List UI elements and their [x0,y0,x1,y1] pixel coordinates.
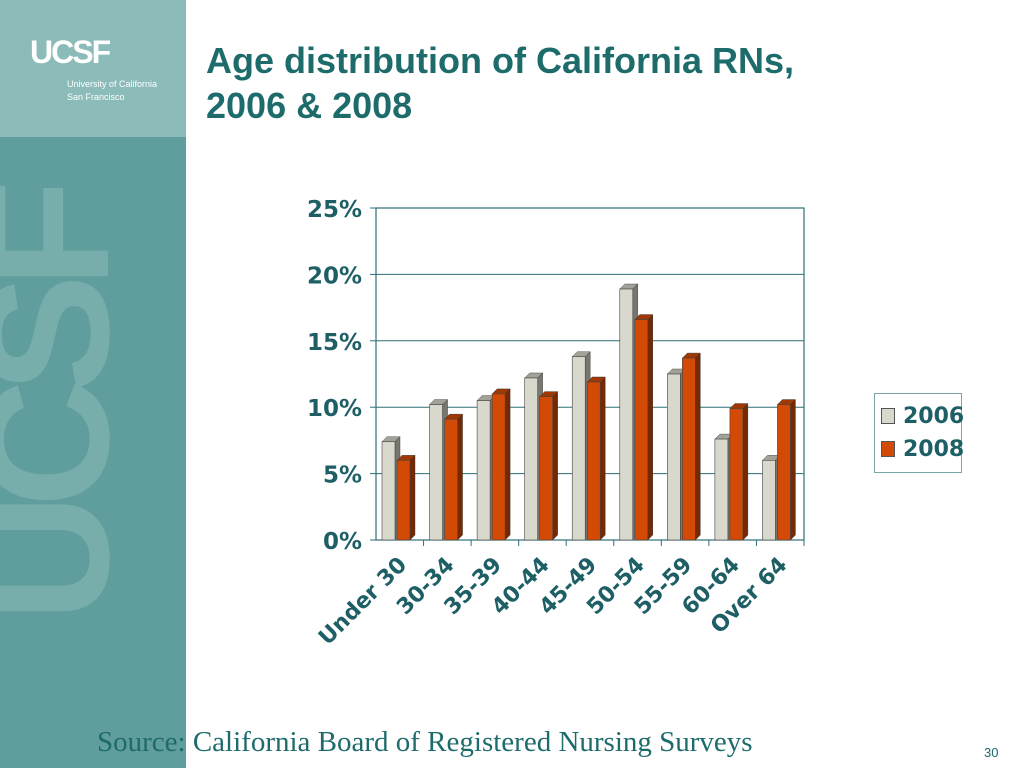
legend-label-2008: 2008 [903,436,965,462]
bar-2006 [524,377,538,541]
bar-2006 [714,438,729,541]
bar-2008 [396,460,411,541]
bar-2008 [491,393,506,541]
bar-2006 [429,404,443,541]
bar-2006 [667,373,681,541]
bar-2008-side [504,388,511,541]
bar-2008 [777,404,791,541]
y-tick-label: 10% [307,396,362,422]
y-tick-label: 5% [323,463,362,489]
bar-2006 [762,460,776,541]
legend-swatch-2006 [881,408,895,424]
legend-swatch-2008 [881,441,895,457]
y-tick-label: 20% [307,263,362,289]
bar-2008-side [457,413,463,541]
legend-item-2006: 2006 [881,403,964,429]
org-name-line2: San Francisco [67,92,125,102]
slide-title: Age distribution of California RNs, 2006… [206,38,1006,128]
page-number: 30 [984,745,999,760]
bar-2008 [586,381,601,541]
y-tick-label: 15% [307,330,362,356]
bar-2008 [634,319,649,541]
bar-2006 [571,356,586,541]
bar-2008 [444,418,458,541]
bar-2008-side [600,376,606,541]
ucsf-logo: UCSF [30,34,111,70]
sidebar: UCSF University of California San Franci… [0,0,186,768]
bar-2008 [729,408,744,541]
source-note: Source: California Board of Registered N… [97,726,753,758]
bar-2006 [381,441,396,541]
slide-title-line1: Age distribution of California RNs, [206,40,795,81]
bar-2008 [539,396,553,541]
bar-2008-side [742,403,749,541]
chart-legend: 2006 2008 [874,393,964,473]
bar-2008-side [647,314,653,541]
bar-2006 [619,288,634,541]
logo-panel: UCSF University of California San Franci… [0,0,186,137]
bar-2008-side [409,454,416,541]
bar-2008-side [695,352,701,541]
bar-2008 [682,357,696,541]
slide-title-line2: 2006 & 2008 [206,85,413,126]
legend-item-2008: 2008 [881,436,964,462]
bar-2008-side [552,391,558,541]
bar-2008-side [790,399,796,541]
org-name-line1: University of California [67,79,158,89]
legend-label-2006: 2006 [903,403,965,429]
bar-2006 [476,400,491,541]
y-tick-label: 25% [307,197,362,223]
y-tick-label: 0% [323,529,362,555]
